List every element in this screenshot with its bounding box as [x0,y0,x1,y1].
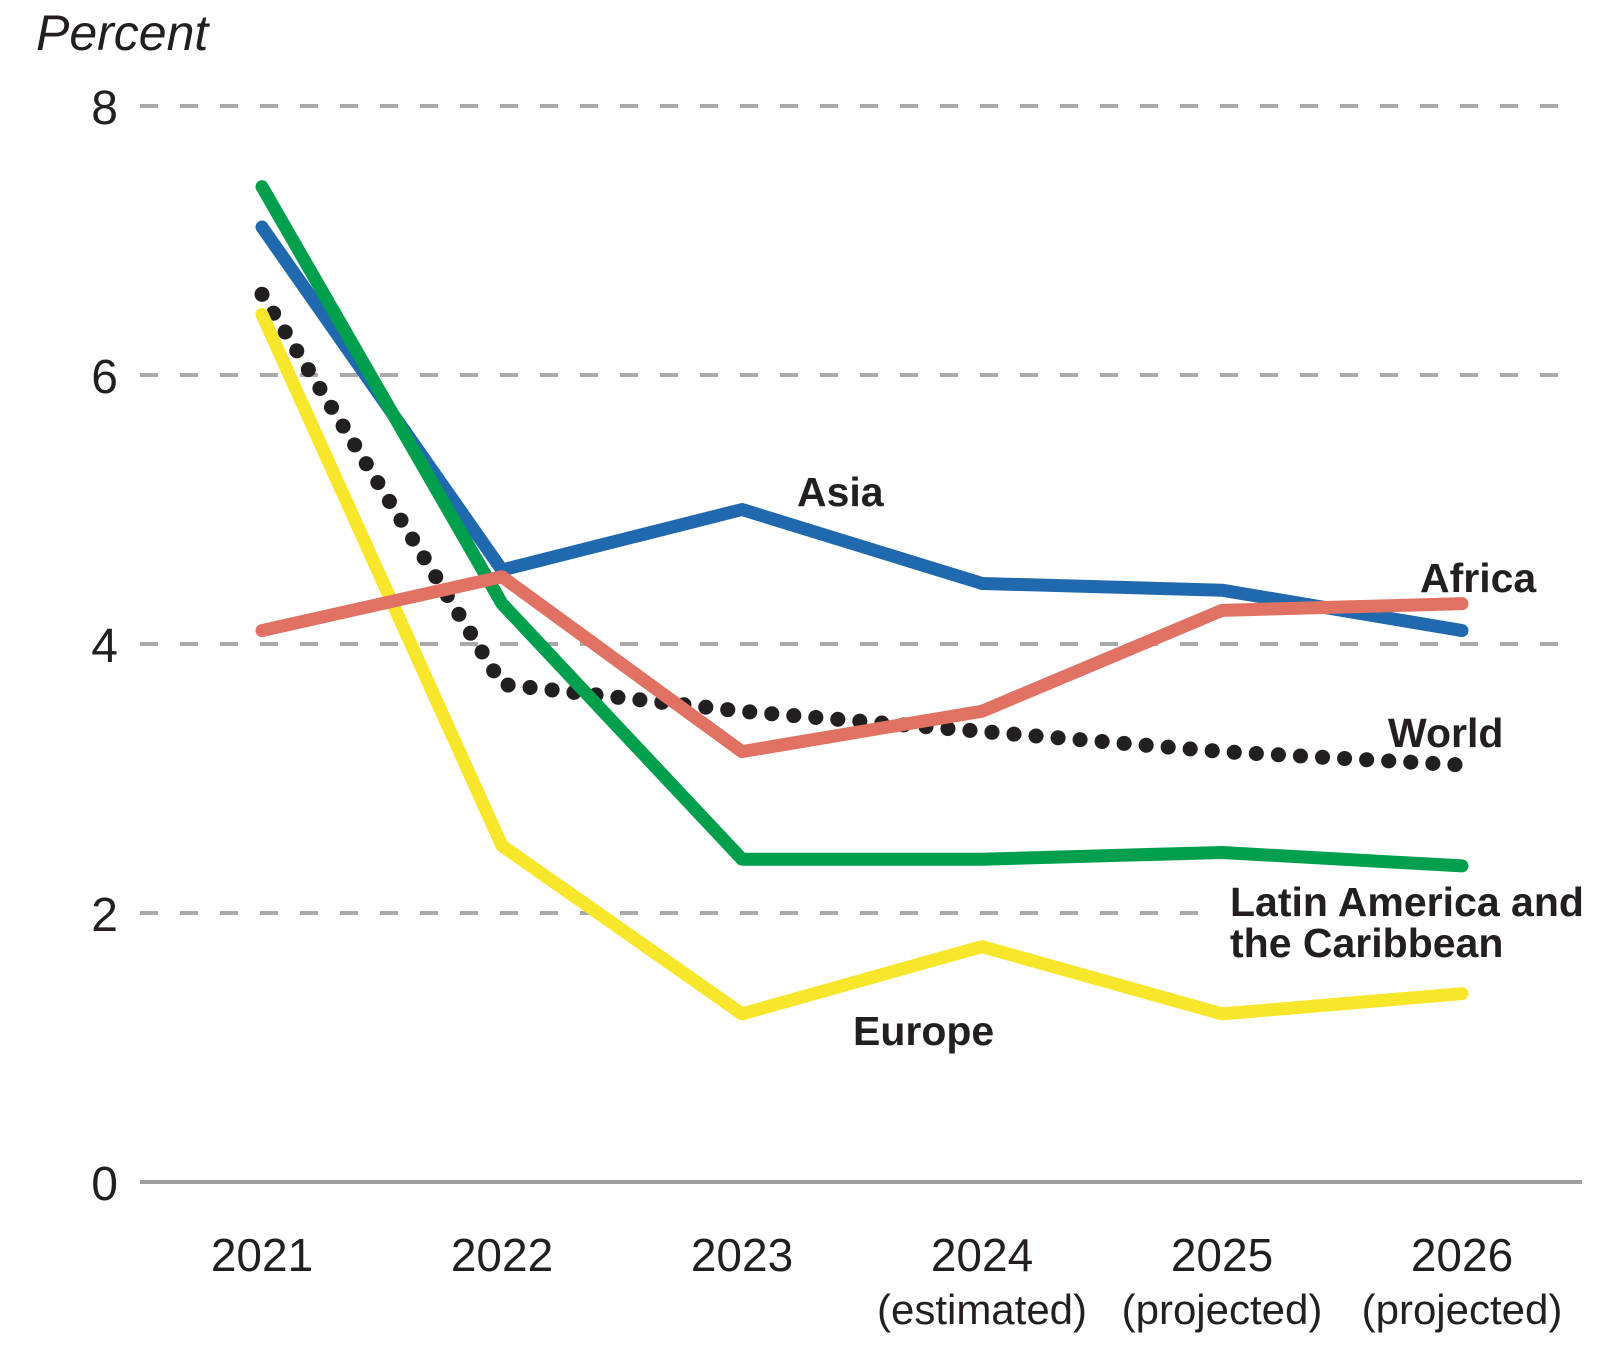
series-lines [254,180,1470,1021]
x-sublabel-2024: (estimated) [877,1286,1087,1333]
x-sublabel-2025: (projected) [1122,1286,1323,1333]
series-label-asia: Asia [797,469,885,515]
series-label-africa: Africa [1420,555,1537,601]
x-label-2024: 2024 [931,1229,1033,1281]
x-label-2025: 2025 [1171,1229,1273,1281]
axis-unit-title: Percent [36,5,210,61]
series-line-europe [255,307,1469,1021]
y-tick-6: 6 [91,351,118,404]
series-label-latam-line2: the Caribbean [1230,920,1503,966]
y-tick-4: 4 [91,620,118,673]
series-label-europe: Europe [853,1008,994,1054]
series-line-africa [255,570,1469,759]
gridlines [140,104,1575,915]
x-label-2022: 2022 [451,1229,553,1281]
x-sublabel-2026: (projected) [1362,1286,1563,1333]
series-line-world [254,286,1470,773]
y-tick-2: 2 [91,889,118,942]
x-label-2021: 2021 [211,1229,313,1281]
y-tick-0: 0 [91,1158,118,1211]
y-tick-8: 8 [91,82,118,135]
series-line-latam [255,180,1469,873]
series-label-latam-line1: Latin America and [1230,879,1584,925]
x-label-2026: 2026 [1411,1229,1513,1281]
series-label-world: World [1388,710,1503,756]
x-label-2023: 2023 [691,1229,793,1281]
series-line-asia [255,220,1469,638]
